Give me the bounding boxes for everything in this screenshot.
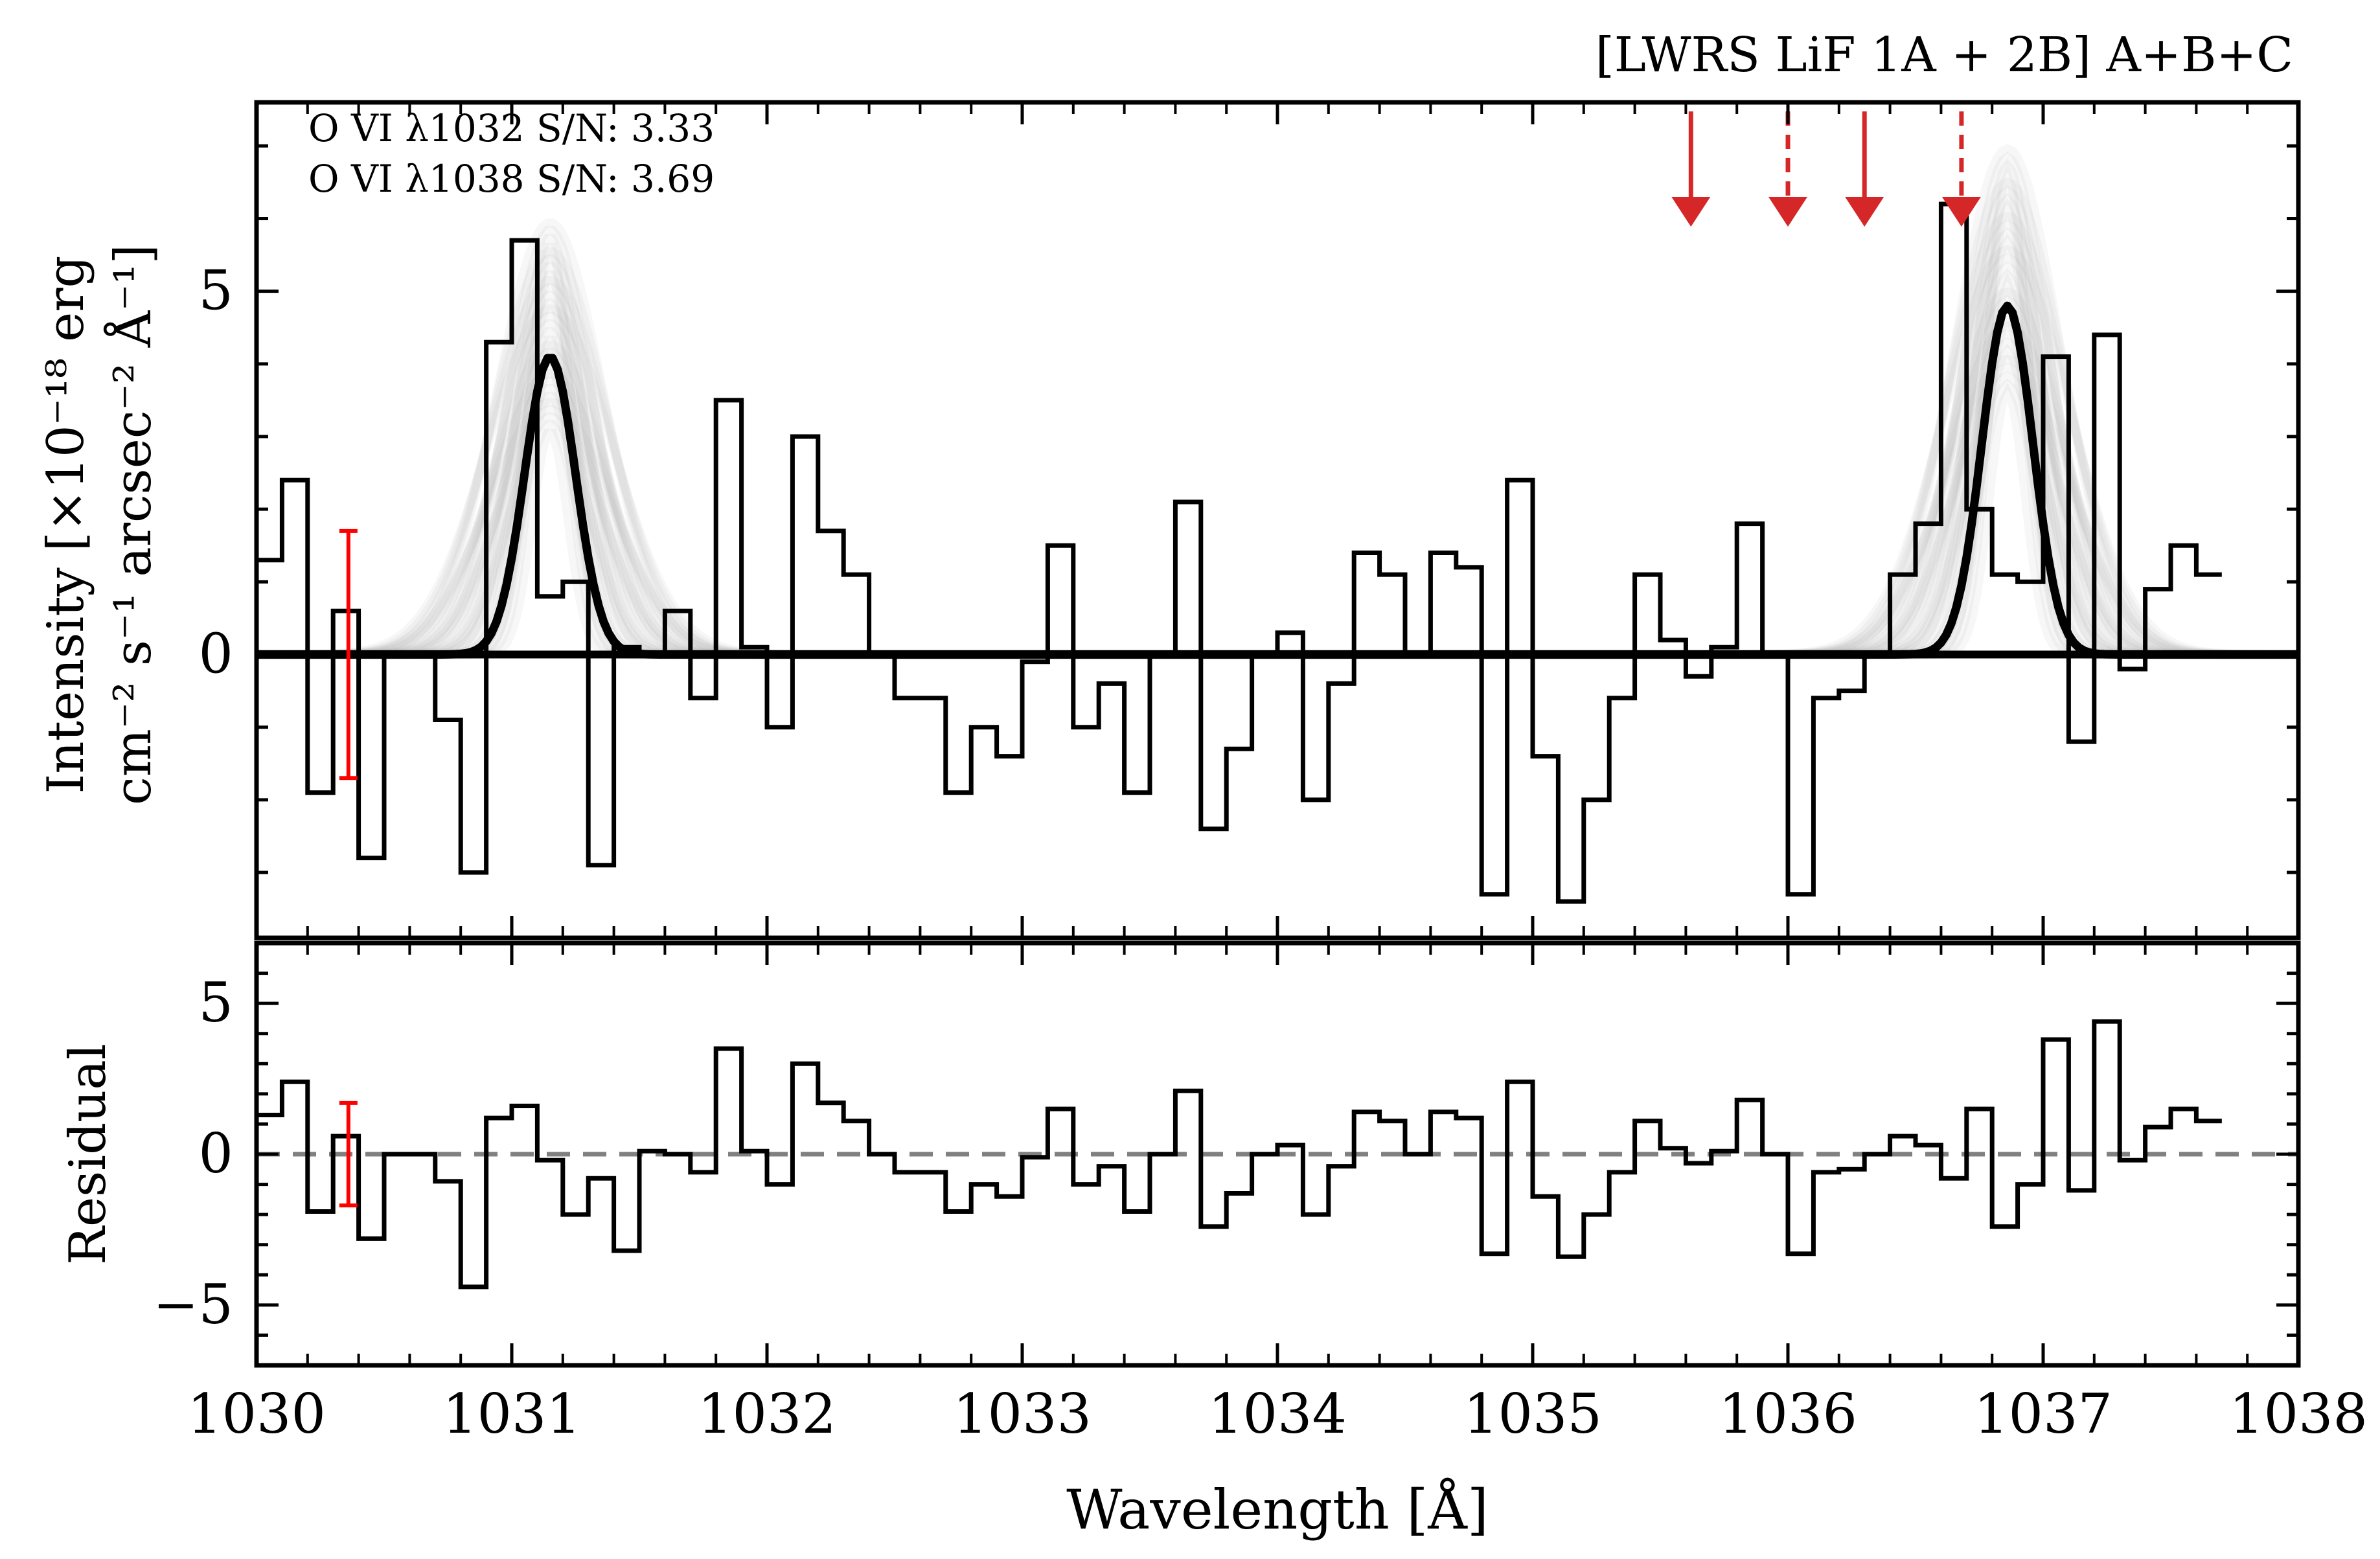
arrow-3-head xyxy=(1941,197,1981,227)
residual-y-tick-label: 0 xyxy=(199,1122,233,1185)
x-tick-label: 1034 xyxy=(1208,1382,1347,1446)
x-tick-label: 1038 xyxy=(2229,1382,2368,1446)
x-tick-label: 1036 xyxy=(1719,1382,1857,1446)
residual-y-tick-label: −5 xyxy=(153,1273,233,1336)
x-tick-label: 1030 xyxy=(187,1382,326,1446)
residual-histogram xyxy=(257,1019,2222,1290)
x-tick-label: 1037 xyxy=(1974,1382,2112,1446)
x-tick-label: 1032 xyxy=(698,1382,836,1446)
top-y-tick-label: 0 xyxy=(199,622,233,686)
spectrum-plot xyxy=(257,201,2298,904)
residual-y-tick-label: 5 xyxy=(199,971,233,1034)
data-histogram xyxy=(257,201,2222,904)
top-y-tick-label: 5 xyxy=(199,259,233,323)
x-tick-label: 1035 xyxy=(1463,1382,1602,1446)
arrow-2-head xyxy=(1845,197,1884,227)
best-fit-model xyxy=(257,301,2298,659)
top-ylabel-line1: Intensity [×10⁻¹⁸ erg xyxy=(37,256,95,794)
chart-title: [LWRS LiF 1A + 2B] A+B+C xyxy=(1596,27,2293,83)
x-tick-label: 1033 xyxy=(953,1382,1092,1446)
annotation-1038: O VI λ1038 S/N: 3.69 xyxy=(308,157,715,201)
top-ylabel-line2: cm⁻² s⁻¹ arcsec⁻² Å⁻¹] xyxy=(103,244,163,805)
residual-ylabel: Residual xyxy=(59,1043,117,1264)
arrow-0-head xyxy=(1671,197,1711,227)
arrow-1-head xyxy=(1768,197,1807,227)
x-axis-label: Wavelength [Å] xyxy=(1066,1477,1489,1542)
line-markers xyxy=(1671,111,1981,227)
residual-plot xyxy=(257,1019,2298,1290)
x-tick-label: 1031 xyxy=(442,1382,581,1446)
axes: 1030 1031 1032 1033 1034 1035 1036 1037 1038 0 5 −5… xyxy=(153,100,2368,1446)
